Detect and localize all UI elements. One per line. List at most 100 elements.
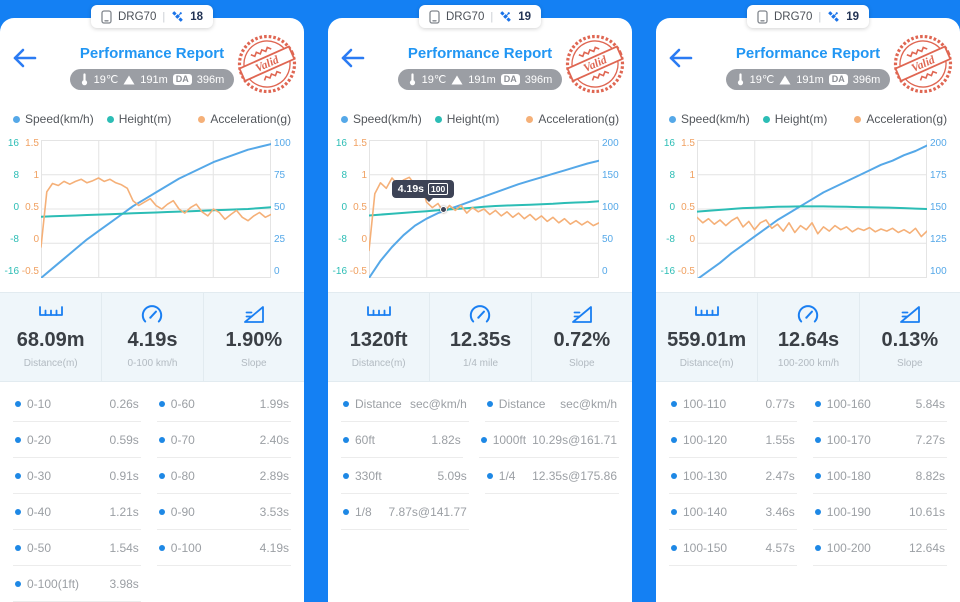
da-chip: DA	[828, 74, 848, 85]
valid-stamp: Valid	[891, 32, 955, 96]
table-cell: 0-20 0.59s	[13, 422, 141, 458]
bullet-icon	[15, 508, 21, 515]
bullet-icon	[15, 580, 21, 587]
back-arrow-icon	[13, 48, 37, 68]
bullet-icon	[814, 400, 821, 407]
stat-label: Slope	[569, 358, 595, 369]
axis-tick: -16	[332, 266, 347, 277]
performance-chart[interactable]	[697, 140, 927, 278]
metric-value: 3.46s	[765, 504, 795, 519]
table-row: 100-110 0.77s 100-160 5.84s	[669, 386, 947, 422]
da-value: 396m	[524, 73, 553, 86]
table-cell: 1000ft 10.29s@161.71	[478, 422, 619, 458]
back-button[interactable]	[10, 46, 38, 70]
metric-label: 0-50	[27, 540, 52, 555]
report-header: Performance Report 19℃ 191m DA 396m Valid	[0, 18, 304, 108]
table-cell: 0-100(1ft) 3.98s	[13, 566, 141, 602]
y-axis-height-ticks: 16 8 0 -8 -16	[2, 139, 19, 278]
back-button[interactable]	[666, 46, 694, 70]
altitude-icon	[779, 75, 791, 84]
legend-label: Speed(km/h)	[353, 112, 422, 126]
series-height-m-	[697, 205, 927, 213]
metric-label: 100-120	[683, 432, 728, 447]
y-axis-speed-ticks: 200 175 150 125 100	[930, 139, 957, 278]
thermometer-icon	[81, 73, 87, 86]
metric-label: 100-190	[826, 504, 871, 519]
axis-tick: -0.5	[677, 266, 695, 277]
table-row: 0-20 0.59s 0-70 2.40s	[13, 422, 291, 458]
axis-tick: 1	[361, 170, 367, 181]
stats-bar: 559.01m Distance(m) 12.64s 100-200 km/h 0.…	[656, 292, 960, 382]
metric-value: 0.77s	[765, 396, 795, 411]
bullet-icon	[486, 400, 493, 407]
stat-card-gauge: 4.19s 0-100 km/h	[101, 293, 202, 381]
metric-value: 7.27s	[915, 432, 945, 447]
axis-tick: 1.5	[25, 138, 39, 149]
metric-value: sec@km/h	[560, 396, 617, 411]
performance-chart[interactable]	[369, 140, 599, 278]
axis-tick: 8	[13, 170, 19, 181]
metric-value: 4.57s	[765, 540, 795, 555]
slope-icon	[204, 304, 304, 324]
metric-label: 0-100	[170, 540, 202, 555]
ruler-icon	[328, 304, 429, 324]
legend-label: Speed(km/h)	[681, 112, 750, 126]
chart-area[interactable]: 16 8 0 -8 -16 1.5 1 0.5 0 -0.5 100 75 50 25 0	[0, 130, 304, 286]
chart-area[interactable]: 16 8 0 -8 -16 1.5 1 0.5 0 -0.5 200 150 100 50 0 4.19s 10…	[328, 130, 632, 286]
metric-value: 1.21s	[109, 504, 139, 519]
table-cell: 0-40 1.21s	[13, 494, 141, 530]
performance-chart[interactable]	[41, 140, 271, 278]
stat-value: 0.13%	[881, 329, 939, 351]
bullet-icon	[15, 436, 21, 443]
metric-value: sec@km/h	[409, 396, 467, 411]
device-icon	[429, 9, 440, 24]
tooltip-marker	[440, 205, 448, 213]
bullet-icon	[158, 508, 165, 515]
bullet-icon	[158, 436, 165, 443]
device-label: DRG70	[117, 10, 157, 23]
metric-label: 60ft	[355, 432, 376, 447]
status-pill: DRG70 | 19	[418, 5, 542, 28]
table-row: 100-120 1.55s 100-170 7.27s	[669, 422, 947, 458]
axis-tick: 50	[274, 202, 286, 213]
bullet-icon	[671, 436, 677, 443]
metric-label: 1000ft	[492, 432, 527, 447]
metric-value: 2.40s	[259, 432, 289, 447]
back-button[interactable]	[338, 46, 366, 70]
table-cell: 0-10 0.26s	[13, 386, 141, 422]
stat-label: Slope	[897, 358, 923, 369]
legend-item: Acceleration(g)	[854, 112, 947, 126]
metric-value: 5.84s	[915, 396, 945, 411]
stat-label: Slope	[241, 358, 267, 369]
chart-tooltip: 4.19s 100	[391, 180, 455, 202]
axis-tick: 0	[274, 266, 280, 277]
metric-value: 2.89s	[259, 468, 289, 483]
axis-tick: 0.5	[681, 202, 695, 213]
legend-label: Height(m)	[118, 112, 172, 126]
satellite-icon	[828, 11, 839, 22]
status-pill: DRG70 | 18	[90, 5, 214, 28]
metric-value: 3.53s	[259, 504, 289, 519]
table-cell: 1/4 12.35s@175.86	[484, 458, 619, 494]
stat-card-slope: 0.72% Slope	[530, 293, 632, 381]
axis-tick: 150	[930, 202, 947, 213]
altitude-value: 191m	[140, 73, 168, 86]
temperature-value: 19℃	[421, 74, 447, 86]
ruler-icon	[0, 304, 101, 324]
table-cell: 0-30 0.91s	[13, 458, 141, 494]
series-acceleration-g-	[369, 176, 599, 252]
metric-label: 0-30	[27, 468, 52, 483]
stat-card-gauge: 12.64s 100-200 km/h	[757, 293, 858, 381]
report-panel-1: DRG70 | 18 Performance Report 19℃ 191m DA 396m …	[0, 0, 304, 602]
axis-tick: 200	[602, 138, 619, 149]
series-speed-km-h-	[369, 159, 599, 278]
bullet-icon	[671, 544, 677, 551]
chart-area[interactable]: 16 8 0 -8 -16 1.5 1 0.5 0 -0.5 200 175 150 125 100	[656, 130, 960, 286]
metric-label: 0-20	[27, 432, 52, 447]
stat-value: 1320ft	[349, 329, 408, 351]
metric-label: 1/4	[498, 468, 516, 483]
bullet-icon	[343, 508, 349, 515]
table-cell: 330ft 5.09s	[341, 458, 469, 494]
stat-card-gauge: 12.35s 1/4 mile	[429, 293, 530, 381]
metric-label: 330ft	[355, 468, 382, 483]
